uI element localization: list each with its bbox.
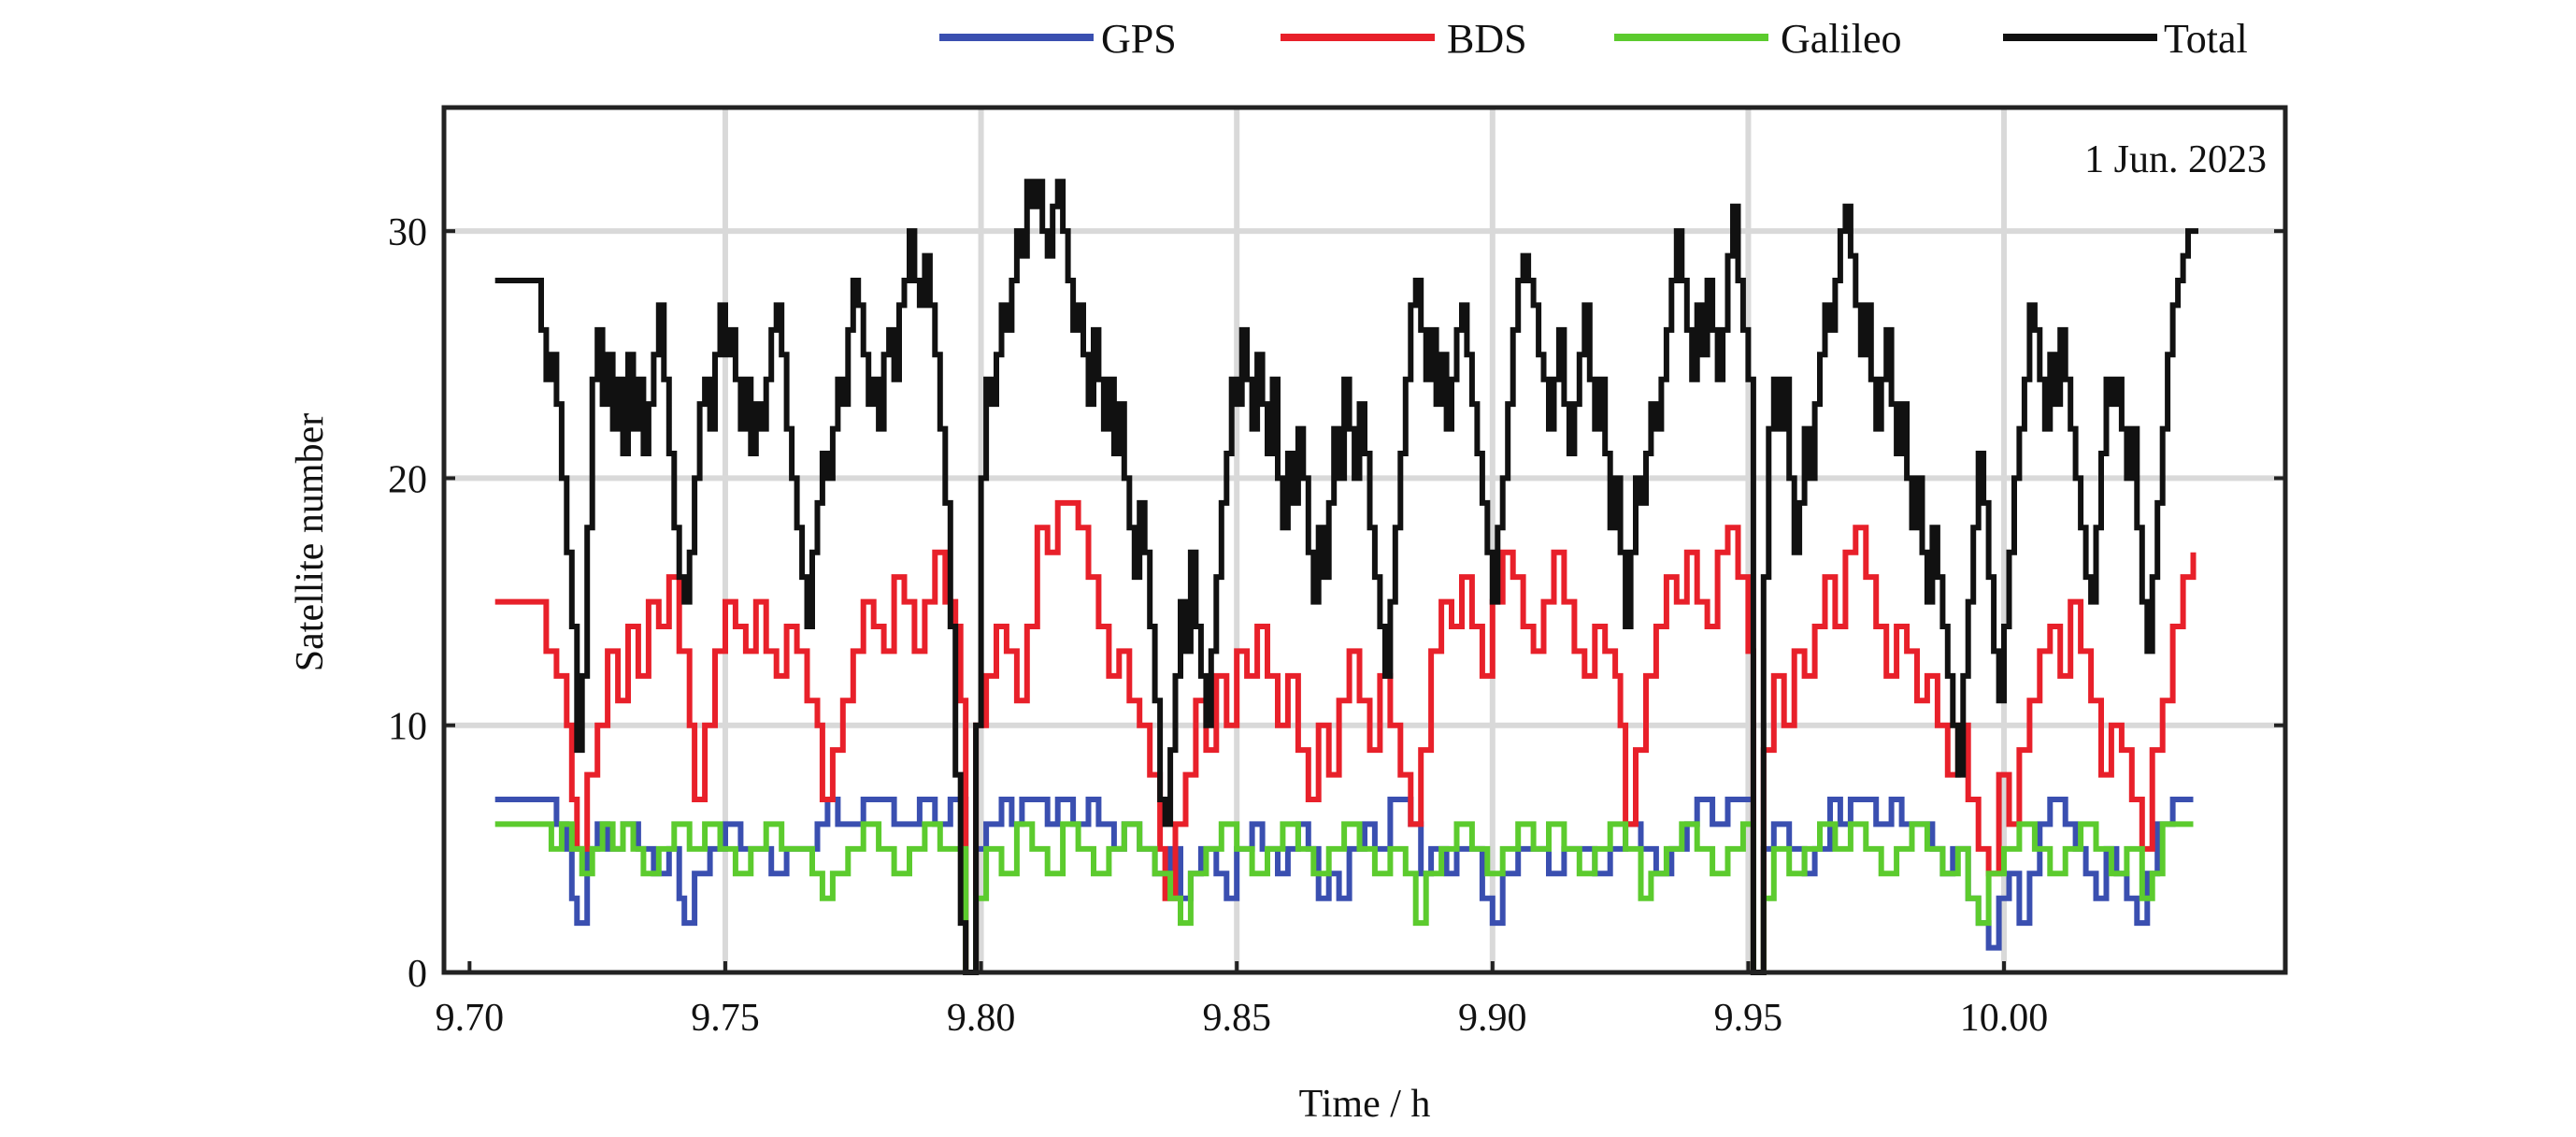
date-annotation: 1 Jun. 2023 <box>2084 138 2267 181</box>
x-tick-label-9.85: 9.85 <box>1202 997 1271 1040</box>
series-lines <box>494 179 2198 975</box>
series-line-galileo <box>494 821 2194 975</box>
x-tick-label-9.70: 9.70 <box>436 997 505 1040</box>
plot-frame <box>441 105 2288 975</box>
y-tick-label-0: 0 <box>408 953 427 996</box>
series-line-total <box>494 179 2198 975</box>
x-axis-title: Time / h <box>1299 1083 1431 1126</box>
legend-label-galileo: Galileo <box>1781 16 1902 62</box>
series-line-bds <box>494 499 2197 975</box>
y-tick-label-20: 20 <box>388 458 427 501</box>
x-tick-label-9.80: 9.80 <box>947 997 1016 1040</box>
x-tick-label-9.95: 9.95 <box>1714 997 1783 1040</box>
x-tick-label-9.90: 9.90 <box>1458 997 1527 1040</box>
legend: GPS BDS Galileo Total <box>939 16 2248 62</box>
y-axis-title: Satellite number <box>289 413 332 671</box>
x-tick-label-10.00: 10.00 <box>1960 997 2049 1040</box>
x-tick-label-9.75: 9.75 <box>691 997 760 1040</box>
plot-area: 9.70 9.75 9.80 9.85 9.90 9.95 10.00 0 10 20 30 <box>388 105 2288 1040</box>
y-tick-label-30: 30 <box>388 211 427 254</box>
axis-ticks: 9.70 9.75 9.80 9.85 9.90 9.95 10.00 0 10 20 30 <box>388 211 2285 1040</box>
legend-label-total: Total <box>2164 16 2248 62</box>
legend-label-gps: GPS <box>1101 16 1177 62</box>
legend-label-bds: BDS <box>1447 16 1527 62</box>
y-tick-label-10: 10 <box>388 706 427 749</box>
